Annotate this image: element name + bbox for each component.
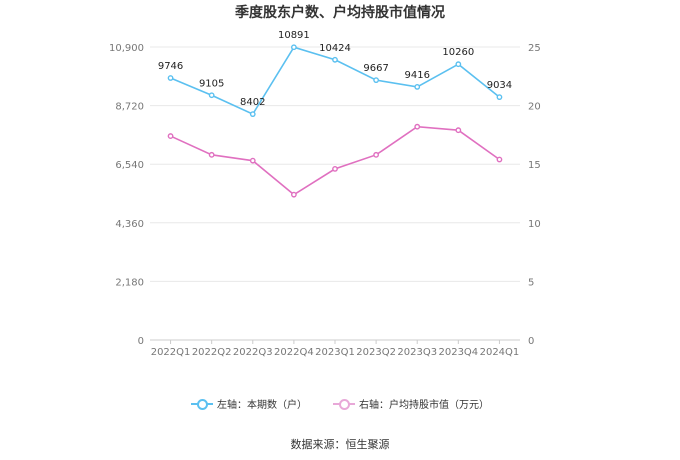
- data-label: 9416: [404, 70, 429, 81]
- series-1-point: [167, 75, 174, 81]
- series-1-point: [208, 92, 215, 99]
- series-1-point: [496, 94, 503, 101]
- x-axis-tick-label: 2022Q1: [151, 347, 191, 358]
- data-label: 10891: [278, 30, 310, 41]
- x-axis-tick-label: 2022Q3: [233, 347, 273, 358]
- legend-label-households: 左轴：本期数（户）: [217, 400, 307, 411]
- x-axis-tick-label: 2023Q2: [356, 347, 396, 358]
- series-1-point: [249, 111, 256, 118]
- series-1-point: [290, 44, 297, 51]
- series-line-2: [170, 125, 500, 196]
- left-axis-tick-label: 10,900: [109, 43, 144, 54]
- right-axis-tick-label: 5: [528, 277, 534, 288]
- data-label: 9746: [158, 61, 183, 72]
- series-2-point: [208, 151, 215, 158]
- series-2-point: [373, 151, 380, 158]
- x-axis-tick-label: 2022Q4: [274, 347, 314, 358]
- x-axis-tick-label: 2023Q4: [438, 347, 478, 358]
- series-1-point: [332, 56, 338, 63]
- series-2-point: [414, 123, 421, 130]
- left-axis-tick-label: 0: [138, 336, 144, 347]
- data-label: 9105: [199, 78, 224, 89]
- x-axis-tick-label: 2024Q1: [480, 347, 520, 358]
- right-axis-tick-label: 10: [528, 219, 541, 230]
- x-axis-tick-label: 2023Q1: [315, 347, 355, 358]
- legend-swatch-market-value: [333, 398, 355, 410]
- series-2-point: [455, 127, 462, 134]
- right-axis-tick-label: 20: [528, 102, 541, 113]
- series-1-point: [373, 77, 380, 84]
- series-2-point: [290, 191, 297, 198]
- series-2-point: [167, 133, 174, 139]
- x-axis-tick-label: 2023Q3: [397, 347, 437, 358]
- left-axis-tick-label: 6,540: [115, 160, 144, 171]
- legend-item-households[interactable]: 左轴：本期数（户）: [191, 396, 307, 411]
- data-label: 10260: [442, 47, 474, 58]
- right-axis-tick-label: 15: [528, 160, 541, 171]
- chart-title: 季度股东户数、户均持股市值情况: [235, 5, 445, 21]
- data-label: 8402: [240, 97, 265, 108]
- left-axis-tick-label: 4,360: [115, 219, 144, 230]
- series-2-point: [249, 157, 256, 164]
- legend-item-market-value[interactable]: 右轴：户均持股市值（万元）: [333, 396, 489, 411]
- data-label: 9034: [487, 80, 512, 91]
- left-axis-tick-label: 2,180: [115, 277, 144, 288]
- series-1-point: [414, 83, 421, 90]
- left-axis-tick-label: 8,720: [115, 102, 144, 113]
- legend-label-market-value: 右轴：户均持股市值（万元）: [359, 400, 489, 411]
- legend-swatch-households: [191, 398, 213, 410]
- legend: 左轴：本期数（户） 右轴：户均持股市值（万元）: [0, 396, 680, 411]
- series-2-point: [332, 165, 338, 172]
- x-axis-tick-label: 2022Q2: [192, 347, 232, 358]
- series-1-point: [455, 61, 462, 68]
- data-label: 9667: [363, 63, 388, 74]
- data-label: 10424: [319, 43, 351, 54]
- right-axis-tick-label: 25: [528, 43, 541, 54]
- series-2-point: [496, 156, 503, 163]
- right-axis-tick-label: 0: [528, 336, 534, 347]
- data-source: 数据来源：恒生聚源: [290, 438, 390, 451]
